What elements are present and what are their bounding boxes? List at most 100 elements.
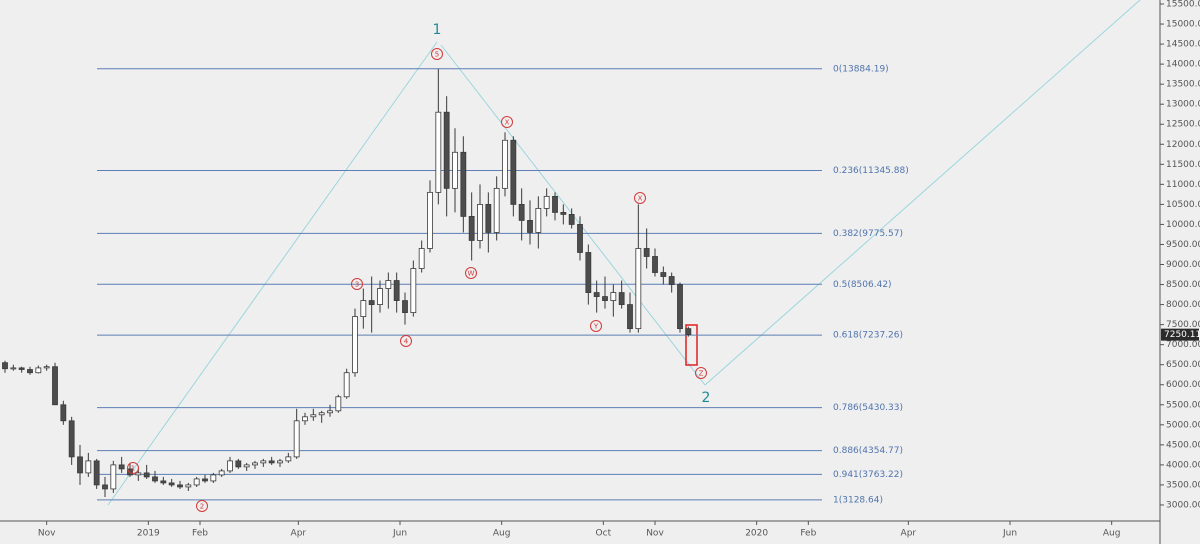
wave-marker <box>351 278 363 290</box>
candle-body <box>310 414 317 418</box>
candle-body <box>27 369 33 374</box>
y-tick-label: 15500.00 <box>1166 0 1200 10</box>
y-tick-label: 5500.00 <box>1166 400 1200 410</box>
wave-line <box>107 41 438 506</box>
candle-body <box>427 191 433 249</box>
candle-body <box>527 220 533 233</box>
candle-body <box>585 252 592 293</box>
candle-body <box>618 292 625 305</box>
candle-body <box>77 456 83 474</box>
candle-body <box>210 474 217 482</box>
x-tick-label: Nov <box>646 529 664 539</box>
candle-body <box>635 248 642 330</box>
candle-body <box>643 248 650 257</box>
wave-label: 1 <box>131 465 135 473</box>
candle-body <box>202 478 208 482</box>
wave-label: 3 <box>355 281 359 289</box>
x-tick-label: Apr <box>291 529 307 539</box>
candle-body <box>218 470 225 476</box>
wave-label: 4 <box>404 338 409 346</box>
candle-body <box>18 367 25 370</box>
x-tick-label: Aug <box>1103 529 1121 539</box>
candle-body <box>610 292 617 301</box>
wave-label: Y <box>593 323 599 331</box>
wave-label: 1 <box>433 22 442 38</box>
candle-body <box>685 328 692 336</box>
candle-body <box>568 214 575 225</box>
candle-body <box>652 256 658 273</box>
fib-label: 0.5(8506.42) <box>833 280 892 290</box>
candle-body <box>660 272 667 277</box>
candle-body <box>243 464 250 468</box>
y-tick-label: 10500.00 <box>1166 200 1200 210</box>
y-tick-label: 3000.00 <box>1166 500 1200 510</box>
candle-body <box>102 484 108 490</box>
wave-marker <box>196 500 208 512</box>
candle-body <box>52 366 58 406</box>
candle-body <box>385 280 392 289</box>
candle-body <box>227 460 233 472</box>
candle-body <box>560 212 567 215</box>
x-tick-label: 2020 <box>745 529 768 539</box>
candle-body <box>235 460 242 468</box>
wave-label: W <box>468 270 475 278</box>
candle-body <box>510 139 517 205</box>
y-tick-label: 11000.00 <box>1166 180 1200 190</box>
x-tick-label: Aug <box>493 529 511 539</box>
candle-body <box>460 151 467 217</box>
candle-body <box>518 203 525 221</box>
candle-body <box>627 304 633 330</box>
candle-body <box>668 276 675 285</box>
candle-body <box>318 412 325 416</box>
x-tick-label: Apr <box>901 529 917 539</box>
y-tick-label: 14000.00 <box>1166 60 1200 70</box>
y-tick-label: 7500.00 <box>1166 320 1200 330</box>
candle-body <box>143 472 150 478</box>
y-tick-label: 10000.00 <box>1166 220 1200 230</box>
y-tick-label: 3500.00 <box>1166 480 1200 490</box>
candle-body <box>485 203 492 233</box>
y-tick-label: 14500.00 <box>1166 40 1200 50</box>
y-tick-label: 13000.00 <box>1166 100 1200 110</box>
fib-label: 0(13884.19) <box>833 64 889 74</box>
wave-marker <box>127 462 139 474</box>
candle-body <box>10 367 17 370</box>
fib-label: 0.382(9775.57) <box>833 229 903 239</box>
candle-body <box>252 462 258 466</box>
candle-body <box>502 139 508 189</box>
wave-label: Z <box>699 370 704 378</box>
wave-marker <box>400 335 412 347</box>
y-tick-label: 8500.00 <box>1166 280 1200 290</box>
highlight-box <box>685 324 698 366</box>
candle-body <box>402 300 408 314</box>
x-tick-label: Feb <box>192 529 208 539</box>
candle-body <box>443 111 450 189</box>
fib-label: 0.236(11345.88) <box>833 166 909 176</box>
candle-body <box>152 476 158 482</box>
y-tick-label: 4000.00 <box>1166 460 1200 470</box>
wave-label: 5 <box>435 51 439 59</box>
candle-body <box>535 207 542 233</box>
wave-marker <box>695 367 707 379</box>
candle-body <box>410 268 417 313</box>
fib-label: 0.786(5430.33) <box>833 403 903 413</box>
candle-body <box>602 296 608 301</box>
candle-body <box>135 472 142 476</box>
candle-body <box>85 460 92 474</box>
fib-label: 0.941(3763.22) <box>833 470 903 480</box>
wave-marker <box>431 48 443 60</box>
candle-body <box>452 151 458 189</box>
x-tick-label: Jun <box>392 529 407 539</box>
candle-body <box>260 460 267 464</box>
y-tick-label: 4500.00 <box>1166 440 1200 450</box>
candle-body <box>352 316 358 374</box>
candle-body <box>293 420 300 458</box>
candle-body <box>118 464 125 470</box>
y-tick-label: 9500.00 <box>1166 240 1200 250</box>
candle-body <box>393 280 400 301</box>
y-tick-label: 7000.00 <box>1166 340 1200 350</box>
candle-body <box>35 367 42 374</box>
candle-body <box>543 195 550 209</box>
